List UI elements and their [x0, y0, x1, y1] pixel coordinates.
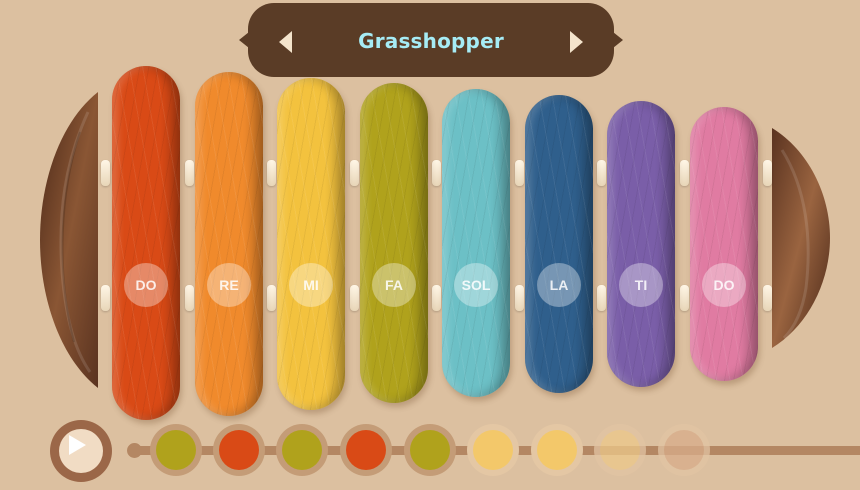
- note-label: RE: [207, 263, 251, 307]
- bar-peg: [680, 285, 689, 311]
- bar-peg: [432, 160, 441, 186]
- chevron-left-icon: [279, 31, 292, 53]
- bar-peg: [515, 285, 524, 311]
- bar-peg: [597, 160, 606, 186]
- sequence-note-dot[interactable]: [276, 424, 328, 476]
- sequence-note-dot[interactable]: [213, 424, 265, 476]
- prev-song-button[interactable]: [276, 29, 296, 55]
- sequence-note-dot[interactable]: [340, 424, 392, 476]
- bar-peg: [101, 285, 110, 311]
- note-label: FA: [372, 263, 416, 307]
- right-wood-end: [772, 128, 830, 348]
- bar-peg: [101, 160, 110, 186]
- sequence-note-dot[interactable]: [531, 424, 583, 476]
- play-icon: [69, 435, 86, 455]
- bar-peg: [763, 160, 772, 186]
- xylophone-bar-sol[interactable]: SOL: [442, 89, 510, 397]
- chevron-right-icon: [570, 31, 583, 53]
- xylophone-bar-la[interactable]: LA: [525, 95, 593, 393]
- track-start-knob: [127, 443, 142, 458]
- xylophone-bar-mi[interactable]: MI: [277, 78, 345, 410]
- xylophone-bar-do-high[interactable]: DO: [690, 107, 758, 381]
- bar-peg: [680, 160, 689, 186]
- bar-peg: [185, 160, 194, 186]
- note-label: DO: [702, 263, 746, 307]
- xylophone-bar-re[interactable]: RE: [195, 72, 263, 416]
- bar-peg: [432, 285, 441, 311]
- xylophone-bar-fa[interactable]: FA: [360, 83, 428, 403]
- bar-peg: [597, 285, 606, 311]
- bar-peg: [350, 285, 359, 311]
- song-title: Grasshopper: [358, 29, 504, 53]
- song-title-banner: Grasshopper: [239, 3, 623, 77]
- bar-peg: [267, 285, 276, 311]
- bar-peg: [267, 160, 276, 186]
- left-wood-end: [40, 92, 100, 388]
- xylophone-bar-ti[interactable]: TI: [607, 101, 675, 387]
- bar-peg: [515, 160, 524, 186]
- xylophone-bar-do-low[interactable]: DO: [112, 66, 180, 420]
- note-label: DO: [124, 263, 168, 307]
- sequence-note-dot[interactable]: [150, 424, 202, 476]
- note-label: SOL: [454, 263, 498, 307]
- bar-peg: [185, 285, 194, 311]
- bar-peg: [350, 160, 359, 186]
- play-button[interactable]: [50, 420, 112, 482]
- bar-peg: [763, 285, 772, 311]
- note-label: TI: [619, 263, 663, 307]
- sequence-note-dot[interactable]: [594, 424, 646, 476]
- note-label: MI: [289, 263, 333, 307]
- sequence-note-dot[interactable]: [404, 424, 456, 476]
- sequence-note-dot[interactable]: [467, 424, 519, 476]
- sequence-note-dot[interactable]: [658, 424, 710, 476]
- note-label: LA: [537, 263, 581, 307]
- next-song-button[interactable]: [566, 29, 586, 55]
